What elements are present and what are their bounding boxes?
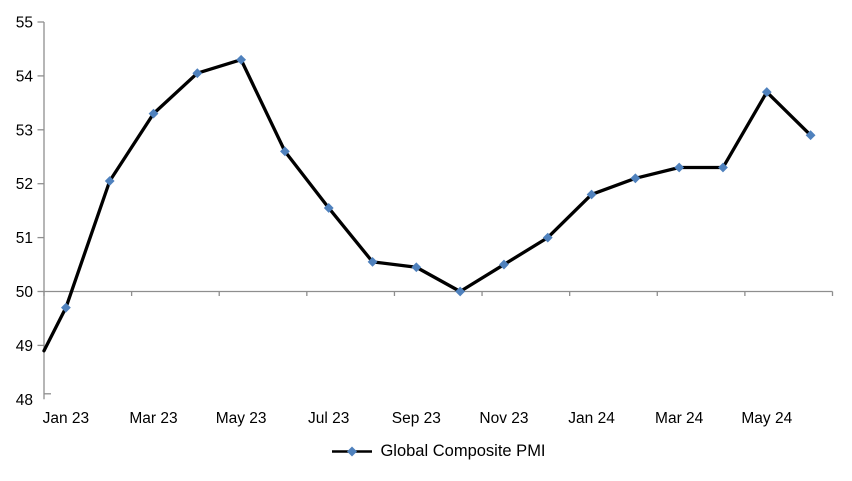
y-axis-tick-label: 52	[16, 176, 33, 193]
x-axis-tick-label: Nov 23	[479, 410, 528, 427]
data-point-marker	[805, 130, 816, 141]
legend: Global Composite PMI	[44, 441, 833, 461]
y-axis-tick-label: 48	[16, 392, 33, 409]
x-axis-tick-label: Mar 24	[655, 410, 704, 427]
x-axis-tick-label: Jan 24	[568, 410, 615, 427]
data-point-marker	[148, 108, 159, 119]
y-axis-tick-label: 55	[16, 15, 33, 32]
y-axis-tick-label: 50	[16, 284, 34, 301]
data-point-marker	[192, 68, 203, 79]
data-point-marker	[411, 262, 422, 273]
data-point-marker	[61, 302, 71, 313]
y-axis-tick-label: 54	[16, 68, 34, 85]
legend-diamond-marker	[347, 446, 358, 456]
x-axis-tick-label: May 23	[216, 410, 267, 427]
x-axis-tick-label: May 24	[741, 410, 792, 427]
data-point-marker	[280, 146, 290, 157]
data-point-marker	[104, 176, 115, 186]
series-line	[42, 58, 813, 353]
data-point-marker	[630, 173, 641, 184]
y-axis-tick-label: 51	[16, 230, 33, 247]
data-point-marker	[499, 259, 509, 270]
y-axis-tick-label: 49	[16, 338, 33, 355]
data-point-marker	[761, 87, 772, 97]
data-point-marker	[718, 162, 728, 173]
data-point-marker	[323, 203, 334, 213]
x-axis-tick-label: Jan 23	[43, 410, 90, 427]
legend-label: Global Composite PMI	[380, 441, 546, 460]
data-point-marker	[674, 162, 685, 173]
data-point-marker	[367, 256, 378, 267]
data-point-marker	[586, 189, 597, 200]
data-point-marker	[236, 54, 247, 65]
x-axis-tick-label: Sep 23	[392, 410, 441, 427]
legend-line-sample	[332, 446, 373, 456]
data-point-marker	[455, 286, 466, 297]
x-axis-tick-label: Mar 23	[129, 410, 177, 427]
data-point-marker	[542, 232, 553, 243]
y-axis-tick-label: 53	[16, 122, 33, 139]
x-axis-tick-label: Jul 23	[308, 410, 349, 427]
